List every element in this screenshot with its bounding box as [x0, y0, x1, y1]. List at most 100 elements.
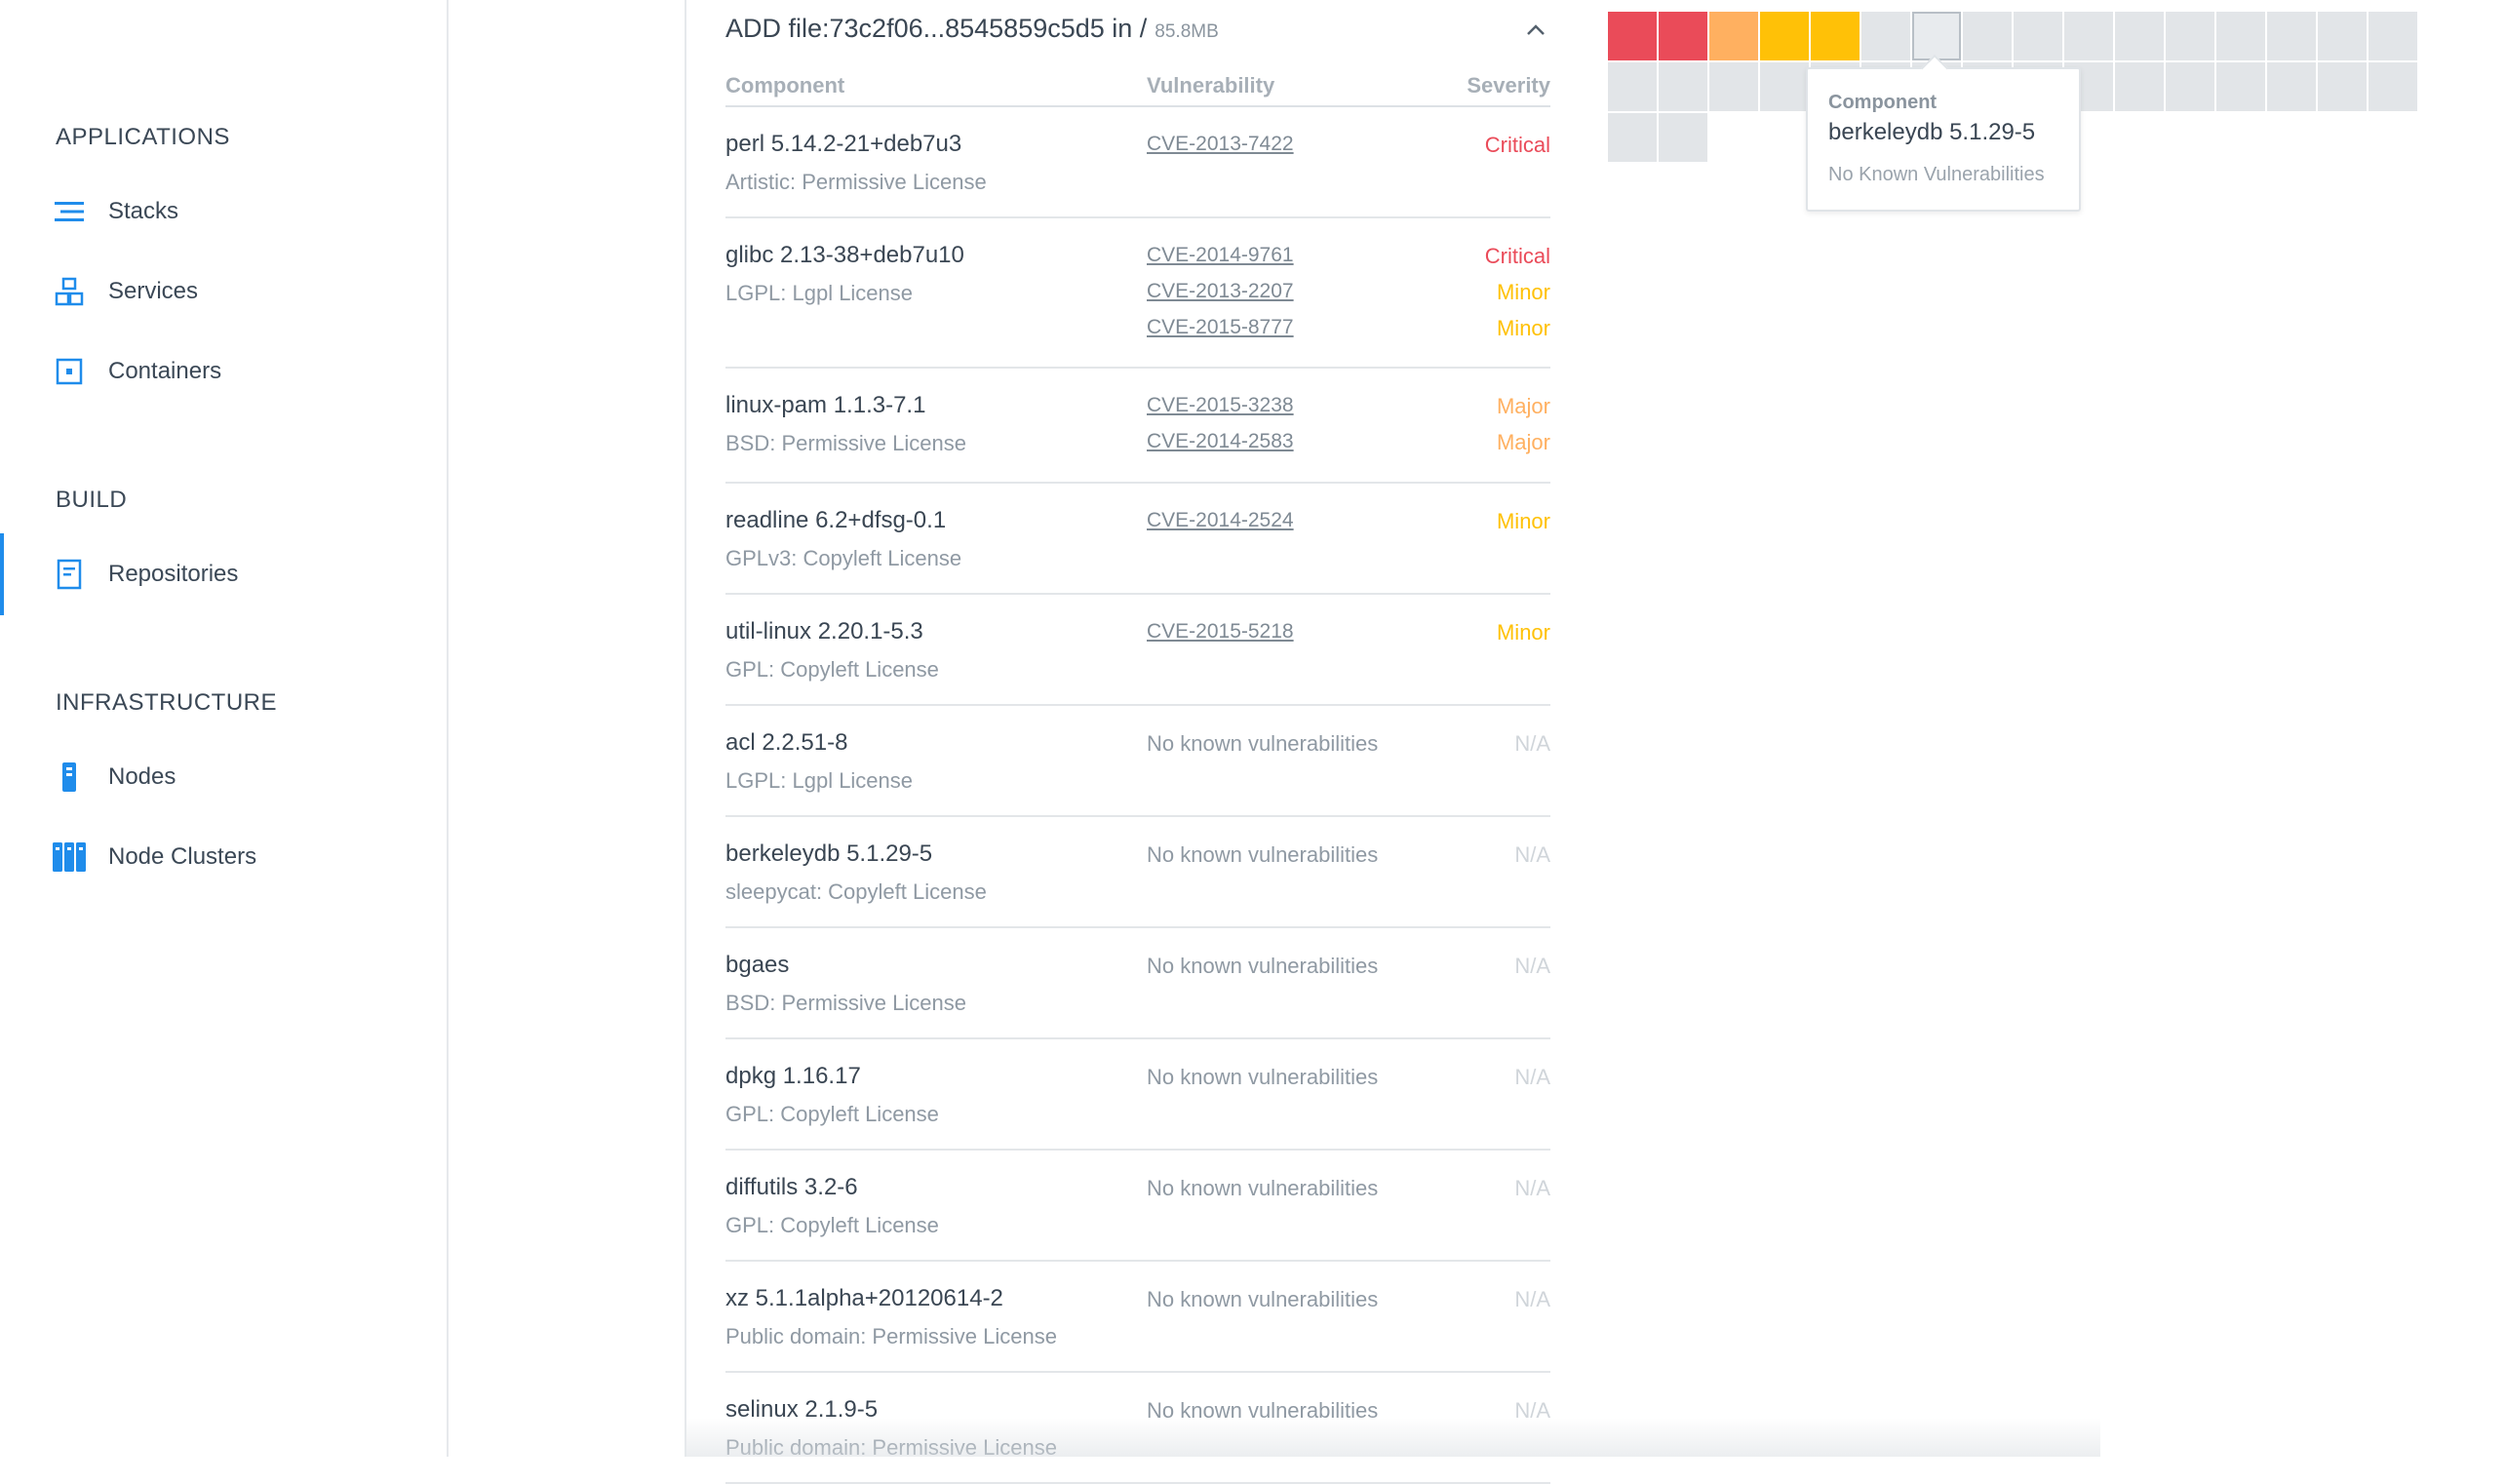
component-name: xz 5.1.1alpha+20120614-2 — [725, 1285, 1003, 1311]
component-cell[interactable] — [2115, 62, 2164, 111]
sidebar-item-nodes[interactable]: Nodes — [0, 748, 447, 806]
component-tooltip: Component berkeleydb 5.1.29-5 No Known V… — [1806, 67, 2081, 212]
severity-label: N/A — [1514, 954, 1550, 978]
component-cell[interactable] — [1608, 62, 1657, 111]
component-license: BSD: Permissive License — [725, 431, 966, 455]
component-cell[interactable] — [1861, 12, 1910, 60]
sidebar-item-repositories[interactable]: Repositories — [0, 533, 447, 615]
table-row: diffutils 3.2-6 GPL: Copyleft License No k… — [725, 1151, 1550, 1262]
cve-link[interactable]: CVE-2015-8777 — [1147, 316, 1294, 338]
layer-title: ADD file:73c2f06...8545859c5d5 in / 85.8M… — [725, 14, 1219, 44]
cve-link[interactable]: CVE-2014-2524 — [1147, 509, 1294, 531]
cve-link[interactable]: CVE-2015-3238 — [1147, 394, 1294, 416]
table-row: util-linux 2.20.1-5.3 GPL: Copyleft Licen… — [725, 595, 1550, 706]
severity-label: N/A — [1514, 1065, 1550, 1089]
table-row: xz 5.1.1alpha+20120614-2 Public domain: P… — [725, 1262, 1550, 1373]
no-vulnerabilities-text: No known vulnerabilities — [1147, 731, 1379, 756]
severity-label: Major — [1496, 394, 1550, 418]
component-license: BSD: Permissive License — [725, 991, 966, 1015]
component-cell[interactable] — [1659, 113, 1707, 162]
component-cell[interactable] — [1659, 12, 1707, 60]
nav-section-applications: APPLICATIONS — [56, 124, 230, 150]
component-cell[interactable] — [1659, 62, 1707, 111]
component-cell[interactable] — [2318, 12, 2367, 60]
severity-label: Minor — [1496, 509, 1550, 533]
component-cell[interactable] — [2369, 12, 2417, 60]
severity-label: N/A — [1514, 731, 1550, 756]
component-license: sleepycat: Copyleft License — [725, 879, 987, 904]
scroll-fade — [686, 1418, 2100, 1457]
component-cell[interactable] — [2216, 12, 2265, 60]
component-cell[interactable] — [2318, 62, 2367, 111]
sidebar-item-label: Nodes — [108, 763, 176, 790]
component-cell[interactable] — [2064, 12, 2113, 60]
component-cell[interactable] — [1912, 12, 1961, 60]
nav-section-infrastructure: INFRASTRUCTURE — [56, 689, 277, 716]
component-cell[interactable] — [1608, 113, 1657, 162]
component-cell[interactable] — [2115, 12, 2164, 60]
component-license: Public domain: Permissive License — [725, 1324, 1057, 1348]
component-license: GPL: Copyleft License — [725, 657, 939, 682]
no-vulnerabilities-text: No known vulnerabilities — [1147, 954, 1379, 978]
component-name: acl 2.2.51-8 — [725, 729, 848, 756]
severity-label: Critical — [1484, 133, 1550, 157]
component-cell[interactable] — [1608, 12, 1657, 60]
no-vulnerabilities-text: No known vulnerabilities — [1147, 1176, 1379, 1200]
tooltip-vulnerability-status: No Known Vulnerabilities — [1828, 164, 2045, 185]
component-cell[interactable] — [2014, 12, 2062, 60]
component-cell[interactable] — [1963, 12, 2012, 60]
component-license: GPLv3: Copyleft License — [725, 546, 962, 570]
cve-link[interactable]: CVE-2014-9761 — [1147, 244, 1294, 266]
component-name: util-linux 2.20.1-5.3 — [725, 618, 923, 644]
sidebar-item-label: Repositories — [108, 561, 239, 587]
component-name: readline 6.2+dfsg-0.1 — [725, 507, 947, 533]
table-row: acl 2.2.51-8 LGPL: Lgpl License No known v… — [725, 706, 1550, 817]
no-vulnerabilities-text: No known vulnerabilities — [1147, 842, 1379, 867]
stacks-icon — [53, 195, 86, 228]
column-header-vulnerability: Vulnerability — [1147, 73, 1275, 98]
repositories-icon — [53, 558, 86, 591]
cve-link[interactable]: CVE-2014-2583 — [1147, 430, 1294, 452]
table-row: bgaes BSD: Permissive License No known vul… — [725, 928, 1550, 1039]
layer-header: ADD file:73c2f06...8545859c5d5 in / 85.8M… — [725, 14, 1550, 53]
component-cell[interactable] — [2369, 62, 2417, 111]
component-license: Artistic: Permissive License — [725, 170, 987, 194]
sidebar-item-services[interactable]: Services — [0, 262, 447, 321]
table-row: perl 5.14.2-21+deb7u3 Artistic: Permissiv… — [725, 107, 1550, 218]
component-name: dpkg 1.16.17 — [725, 1063, 861, 1089]
component-cell[interactable] — [1709, 62, 1758, 111]
chevron-up-icon — [1527, 24, 1545, 35]
sidebar-item-label: Containers — [108, 358, 222, 384]
sidebar-nav: APPLICATIONS Stacks Services Containers BUIL… — [0, 0, 449, 1457]
component-cell[interactable] — [1811, 12, 1860, 60]
component-cell[interactable] — [2267, 12, 2316, 60]
sidebar-item-containers[interactable]: Containers — [0, 342, 447, 401]
component-cell[interactable] — [2216, 62, 2265, 111]
component-license: GPL: Copyleft License — [725, 1213, 939, 1237]
component-cell[interactable] — [2166, 12, 2214, 60]
component-cell[interactable] — [1709, 12, 1758, 60]
column-header-component: Component — [725, 73, 845, 98]
component-cell[interactable] — [2166, 62, 2214, 111]
layer-command: ADD file:73c2f06...8545859c5d5 in / — [725, 14, 1148, 43]
cve-link[interactable]: CVE-2013-2207 — [1147, 280, 1294, 302]
table-header-divider — [725, 105, 1550, 107]
sidebar-item-label: Services — [108, 278, 199, 304]
containers-icon — [53, 355, 86, 388]
cve-link[interactable]: CVE-2015-5218 — [1147, 620, 1294, 643]
services-icon — [53, 275, 86, 308]
cve-link[interactable]: CVE-2013-7422 — [1147, 133, 1294, 155]
severity-label: Critical — [1484, 244, 1550, 268]
component-cell[interactable] — [1760, 62, 1809, 111]
table-row: glibc 2.13-38+deb7u10 LGPL: Lgpl License C… — [725, 218, 1550, 369]
component-cell[interactable] — [1760, 12, 1809, 60]
table-row: linux-pam 1.1.3-7.1 BSD: Permissive Licen… — [725, 369, 1550, 484]
severity-label: Minor — [1496, 620, 1550, 644]
no-vulnerabilities-text: No known vulnerabilities — [1147, 1065, 1379, 1089]
component-table: perl 5.14.2-21+deb7u3 Artistic: Permissiv… — [725, 107, 1550, 1484]
component-name: perl 5.14.2-21+deb7u3 — [725, 131, 962, 157]
component-cell[interactable] — [2267, 62, 2316, 111]
sidebar-item-node-clusters[interactable]: Node Clusters — [0, 828, 447, 886]
sidebar-item-stacks[interactable]: Stacks — [0, 182, 447, 241]
collapse-layer-button[interactable] — [1521, 16, 1550, 45]
